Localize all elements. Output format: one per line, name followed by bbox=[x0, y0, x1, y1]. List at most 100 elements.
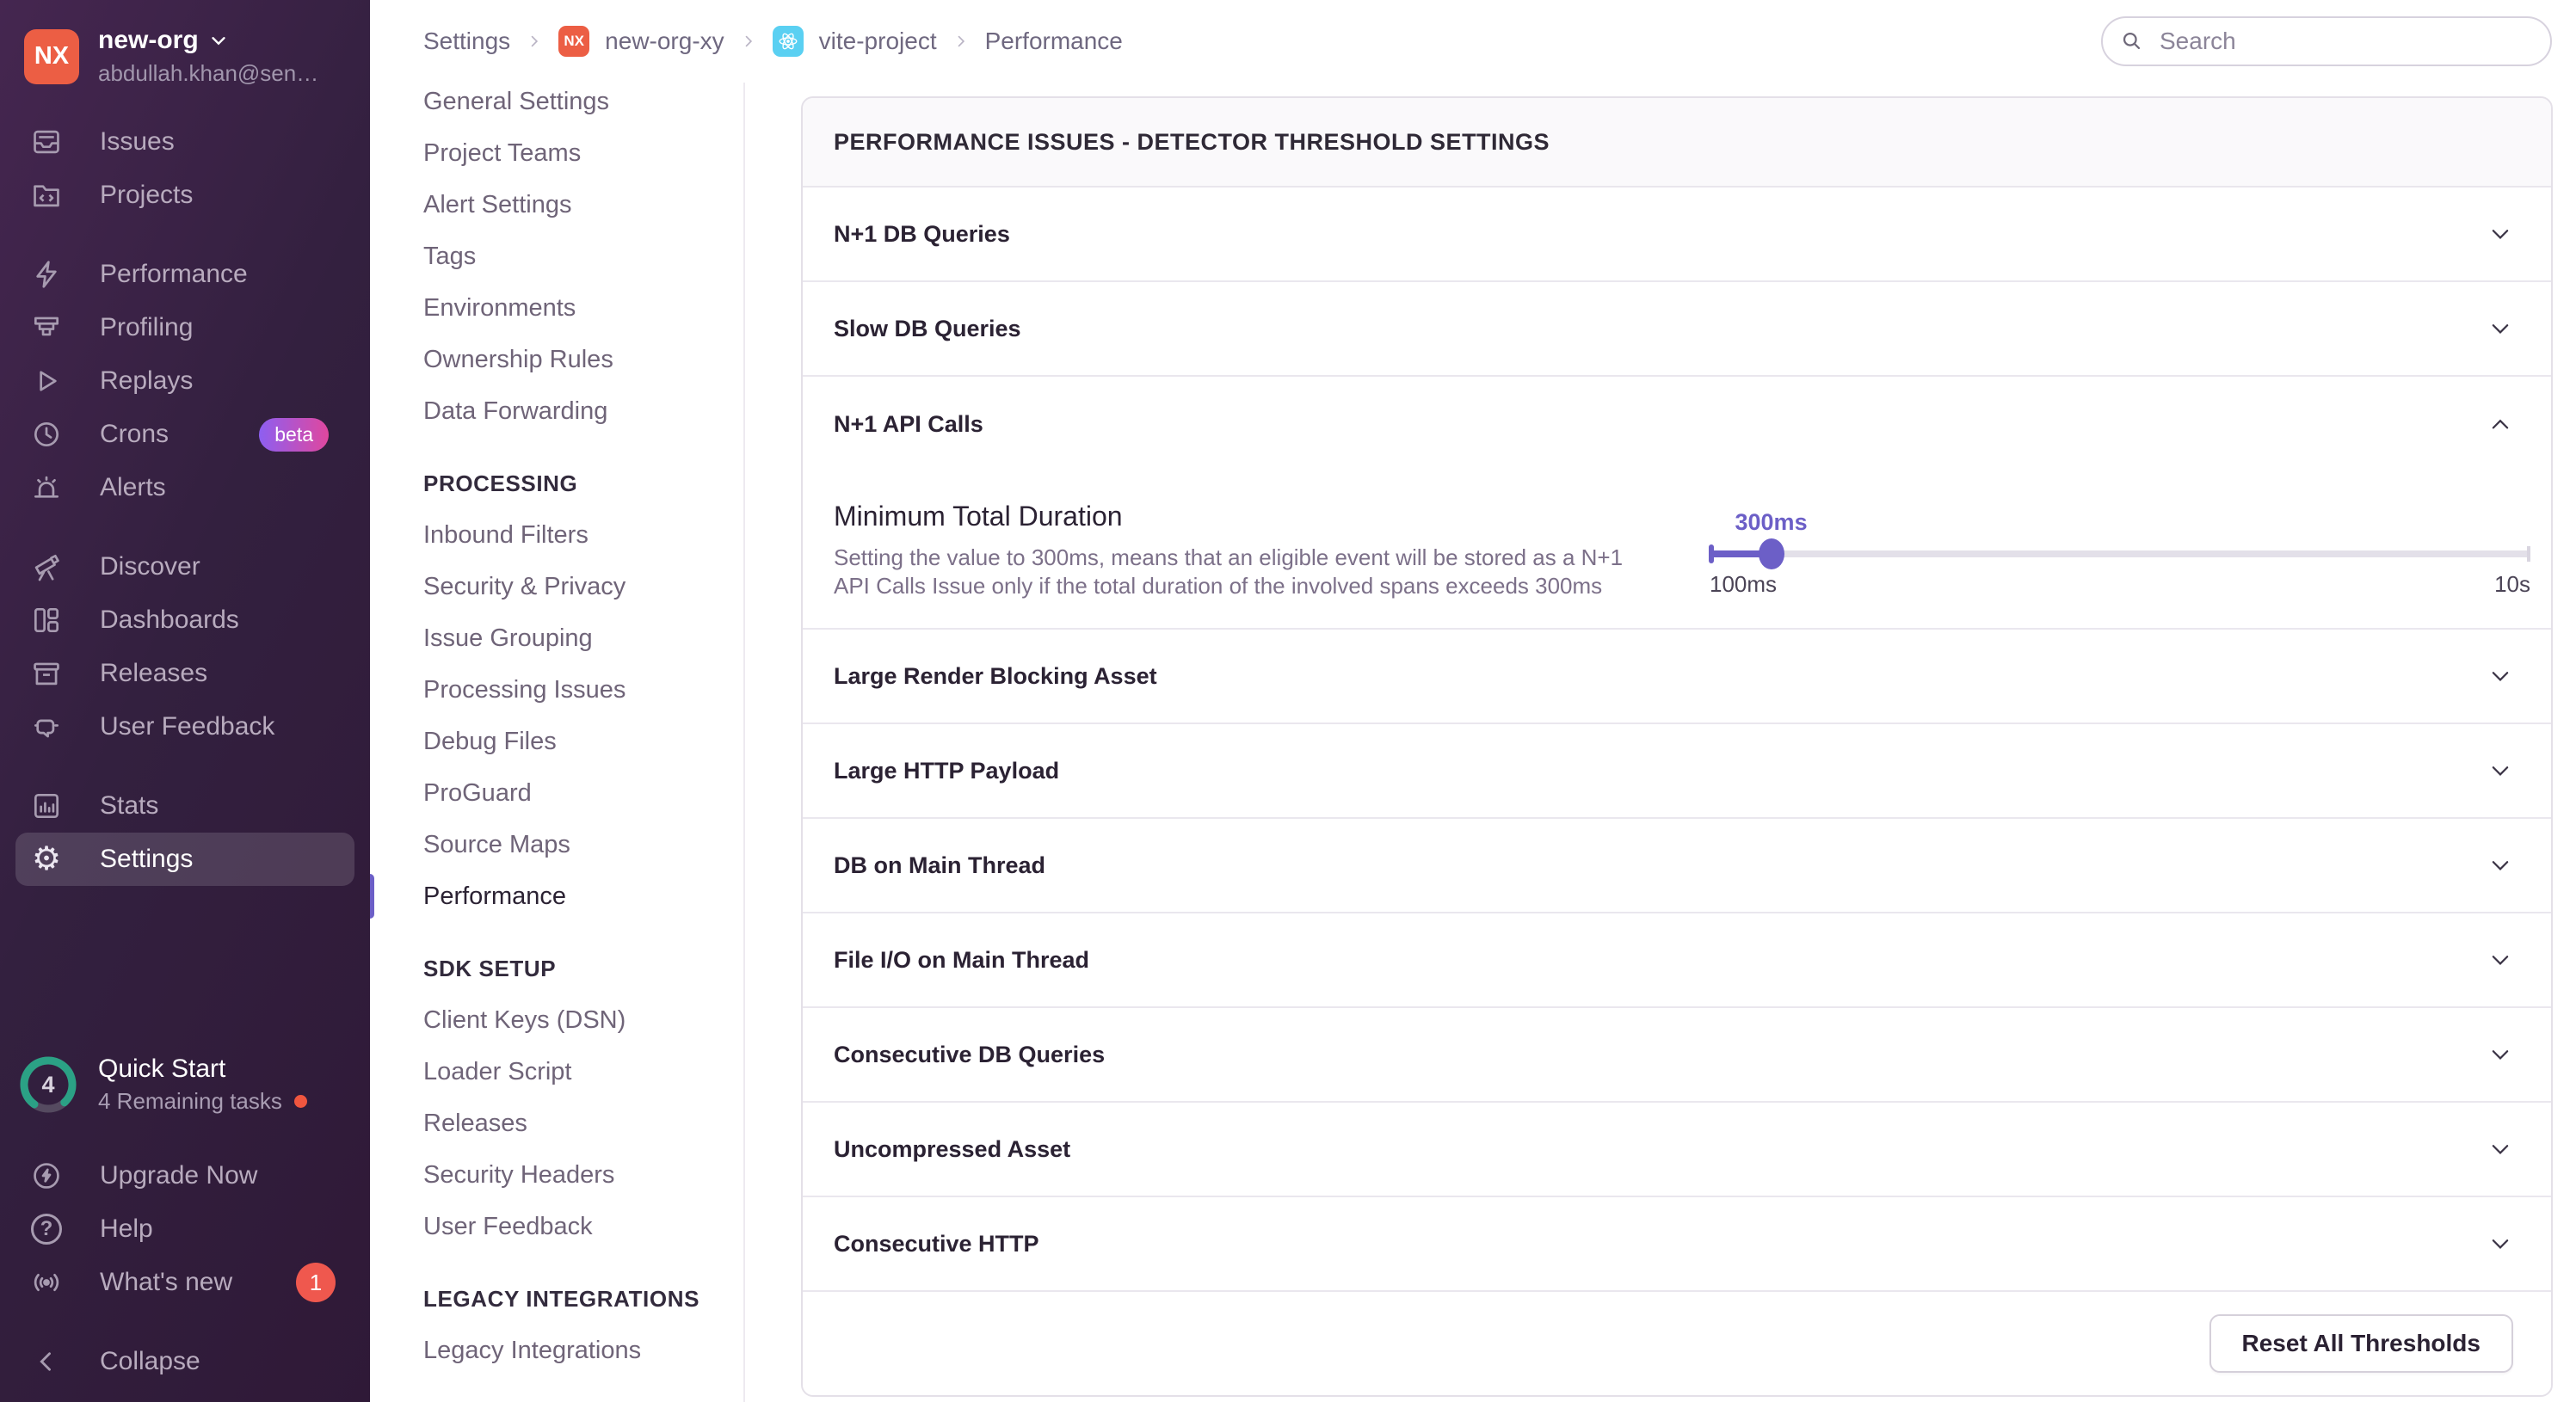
sidebar-item-projects[interactable]: Projects bbox=[0, 169, 370, 222]
sidebar-item-profiling[interactable]: Profiling bbox=[0, 301, 370, 354]
telescope-icon bbox=[29, 550, 64, 584]
chevron-right-icon bbox=[740, 33, 757, 50]
breadcrumb-org[interactable]: new-org-xy bbox=[605, 28, 724, 54]
accordion-row-large-http-payload[interactable]: Large HTTP Payload bbox=[803, 724, 2551, 819]
bar-chart-icon bbox=[29, 789, 64, 823]
sidebar-item-help[interactable]: ? Help bbox=[0, 1202, 370, 1256]
chevron-down-icon bbox=[2487, 221, 2513, 247]
subnav-item-data-forwarding[interactable]: Data Forwarding bbox=[423, 397, 608, 425]
panel-title: PERFORMANCE ISSUES - DETECTOR THRESHOLD … bbox=[803, 98, 2551, 188]
subnav-item-ownership-rules[interactable]: Ownership Rules bbox=[423, 345, 613, 373]
sidebar-item-upgrade[interactable]: Upgrade Now bbox=[0, 1149, 370, 1202]
subnav-item-processing-issues[interactable]: Processing Issues bbox=[423, 675, 626, 704]
subnav-item-general-settings[interactable]: General Settings bbox=[423, 87, 610, 115]
subnav-item-security-privacy[interactable]: Security & Privacy bbox=[423, 572, 626, 600]
sidebar-item-settings[interactable]: ⚙ Settings bbox=[15, 833, 354, 886]
chevron-down-icon bbox=[2487, 758, 2513, 784]
chevron-right-icon bbox=[952, 33, 970, 50]
search-input[interactable] bbox=[2101, 16, 2552, 66]
subnav-item-tags[interactable]: Tags bbox=[423, 242, 477, 270]
subnav-item-client-keys[interactable]: Client Keys (DSN) bbox=[423, 1005, 626, 1034]
chevron-left-icon bbox=[29, 1344, 64, 1379]
quick-start[interactable]: 4 Quick Start 4 Remaining tasks bbox=[0, 1055, 370, 1115]
slider-track[interactable] bbox=[1709, 538, 2530, 569]
subnav-section-sdk-setup: SDK SETUP bbox=[423, 955, 557, 981]
subnav-item-performance[interactable]: Performance bbox=[423, 882, 567, 910]
sidebar-item-stats[interactable]: Stats bbox=[0, 779, 370, 833]
org-mini-avatar: NX bbox=[558, 26, 590, 57]
sidebar-item-replays[interactable]: Replays bbox=[0, 354, 370, 408]
play-icon bbox=[29, 364, 64, 398]
subnav-item-loader-script[interactable]: Loader Script bbox=[423, 1057, 572, 1085]
slider-max-label: 10s bbox=[2494, 571, 2530, 597]
whats-new-badge: 1 bbox=[296, 1263, 336, 1302]
org-switcher[interactable]: NX new-org abdullah.khan@sen… bbox=[24, 26, 351, 87]
sidebar-item-performance[interactable]: Performance bbox=[0, 248, 370, 301]
slider-thumb[interactable] bbox=[1758, 538, 1784, 569]
accordion-row-file-io-on-main-thread[interactable]: File I/O on Main Thread bbox=[803, 913, 2551, 1008]
archive-box-icon bbox=[29, 656, 64, 691]
subnav-item-releases[interactable]: Releases bbox=[423, 1109, 527, 1137]
broadcast-icon bbox=[29, 1265, 64, 1300]
sidebar-item-alerts[interactable]: Alerts bbox=[0, 461, 370, 514]
quick-start-title: Quick Start bbox=[98, 1055, 226, 1083]
slider-value-label: 300ms bbox=[1735, 509, 1808, 535]
reset-all-thresholds-button[interactable]: Reset All Thresholds bbox=[2209, 1314, 2513, 1373]
breadcrumb-project[interactable]: vite-project bbox=[818, 28, 937, 54]
slider-start-cap bbox=[1709, 544, 1714, 563]
subnav-item-inbound-filters[interactable]: Inbound Filters bbox=[423, 520, 589, 549]
chevron-down-icon bbox=[2487, 1042, 2513, 1067]
accordion-row-consecutive-http[interactable]: Consecutive HTTP bbox=[803, 1197, 2551, 1292]
sidebar-item-crons[interactable]: Crons beta bbox=[0, 408, 370, 461]
subnav-item-security-headers[interactable]: Security Headers bbox=[423, 1160, 615, 1189]
subnav-item-legacy-integrations[interactable]: Legacy Integrations bbox=[423, 1336, 642, 1364]
breadcrumb-page: Performance bbox=[984, 28, 1123, 54]
sidebar-item-user-feedback[interactable]: User Feedback bbox=[0, 700, 370, 753]
slider-min-label: 100ms bbox=[1710, 571, 1778, 597]
chevron-down-icon bbox=[2487, 663, 2513, 689]
react-project-icon bbox=[772, 26, 804, 57]
accordion-row-n1-db-queries[interactable]: N+1 DB Queries bbox=[803, 188, 2551, 282]
nav-divider bbox=[0, 753, 370, 779]
gear-icon: ⚙ bbox=[31, 841, 62, 877]
user-email: abdullah.khan@sen… bbox=[98, 60, 319, 86]
accordion-row-consecutive-db-queries[interactable]: Consecutive DB Queries bbox=[803, 1008, 2551, 1103]
inbox-icon bbox=[29, 125, 64, 159]
subnav-item-debug-files[interactable]: Debug Files bbox=[423, 727, 557, 755]
accordion-row-large-render-blocking-asset[interactable]: Large Render Blocking Asset bbox=[803, 630, 2551, 724]
sidebar-item-dashboards[interactable]: Dashboards bbox=[0, 593, 370, 647]
threshold-setting-description: Setting the value to 300ms, means that a… bbox=[834, 544, 1624, 599]
sidebar-collapse-button[interactable]: Collapse bbox=[0, 1335, 370, 1388]
chevron-down-icon bbox=[2487, 947, 2513, 973]
panel-footer: Reset All Thresholds bbox=[803, 1292, 2551, 1395]
subnav-item-alert-settings[interactable]: Alert Settings bbox=[423, 190, 572, 218]
nav-divider bbox=[0, 514, 370, 540]
breadcrumb-settings[interactable]: Settings bbox=[423, 28, 511, 54]
subnav-item-issue-grouping[interactable]: Issue Grouping bbox=[423, 624, 593, 652]
subnav-item-project-teams[interactable]: Project Teams bbox=[423, 138, 582, 167]
chevron-up-icon bbox=[2487, 411, 2513, 437]
accordion-row-n1-api-calls[interactable]: N+1 API Calls bbox=[803, 377, 2551, 471]
quick-start-count: 4 bbox=[41, 1071, 55, 1098]
sidebar-item-discover[interactable]: Discover bbox=[0, 540, 370, 593]
accordion-row-db-on-main-thread[interactable]: DB on Main Thread bbox=[803, 819, 2551, 913]
quick-start-subtitle: 4 Remaining tasks bbox=[98, 1088, 282, 1114]
settings-subnav: General Settings Project Teams Alert Set… bbox=[366, 0, 745, 1402]
pending-dot-icon bbox=[293, 1095, 307, 1108]
org-avatar: NX bbox=[24, 28, 79, 84]
accordion-row-slow-db-queries[interactable]: Slow DB Queries bbox=[803, 282, 2551, 377]
subnav-item-proguard[interactable]: ProGuard bbox=[423, 778, 532, 807]
sidebar-item-issues[interactable]: Issues bbox=[0, 115, 370, 169]
active-item-indicator bbox=[366, 874, 374, 919]
megaphone-icon bbox=[29, 710, 64, 744]
chevron-down-icon bbox=[2487, 1231, 2513, 1257]
accordion-row-uncompressed-asset[interactable]: Uncompressed Asset bbox=[803, 1103, 2551, 1197]
subnav-item-source-maps[interactable]: Source Maps bbox=[423, 830, 570, 858]
lightning-icon bbox=[29, 257, 64, 292]
chevron-down-icon bbox=[2487, 1136, 2513, 1162]
subnav-item-user-feedback[interactable]: User Feedback bbox=[423, 1212, 593, 1240]
org-name: new-org bbox=[98, 26, 199, 54]
subnav-item-environments[interactable]: Environments bbox=[423, 293, 576, 322]
sidebar-item-whats-new[interactable]: What's new 1 bbox=[0, 1256, 370, 1309]
sidebar-item-releases[interactable]: Releases bbox=[0, 647, 370, 700]
